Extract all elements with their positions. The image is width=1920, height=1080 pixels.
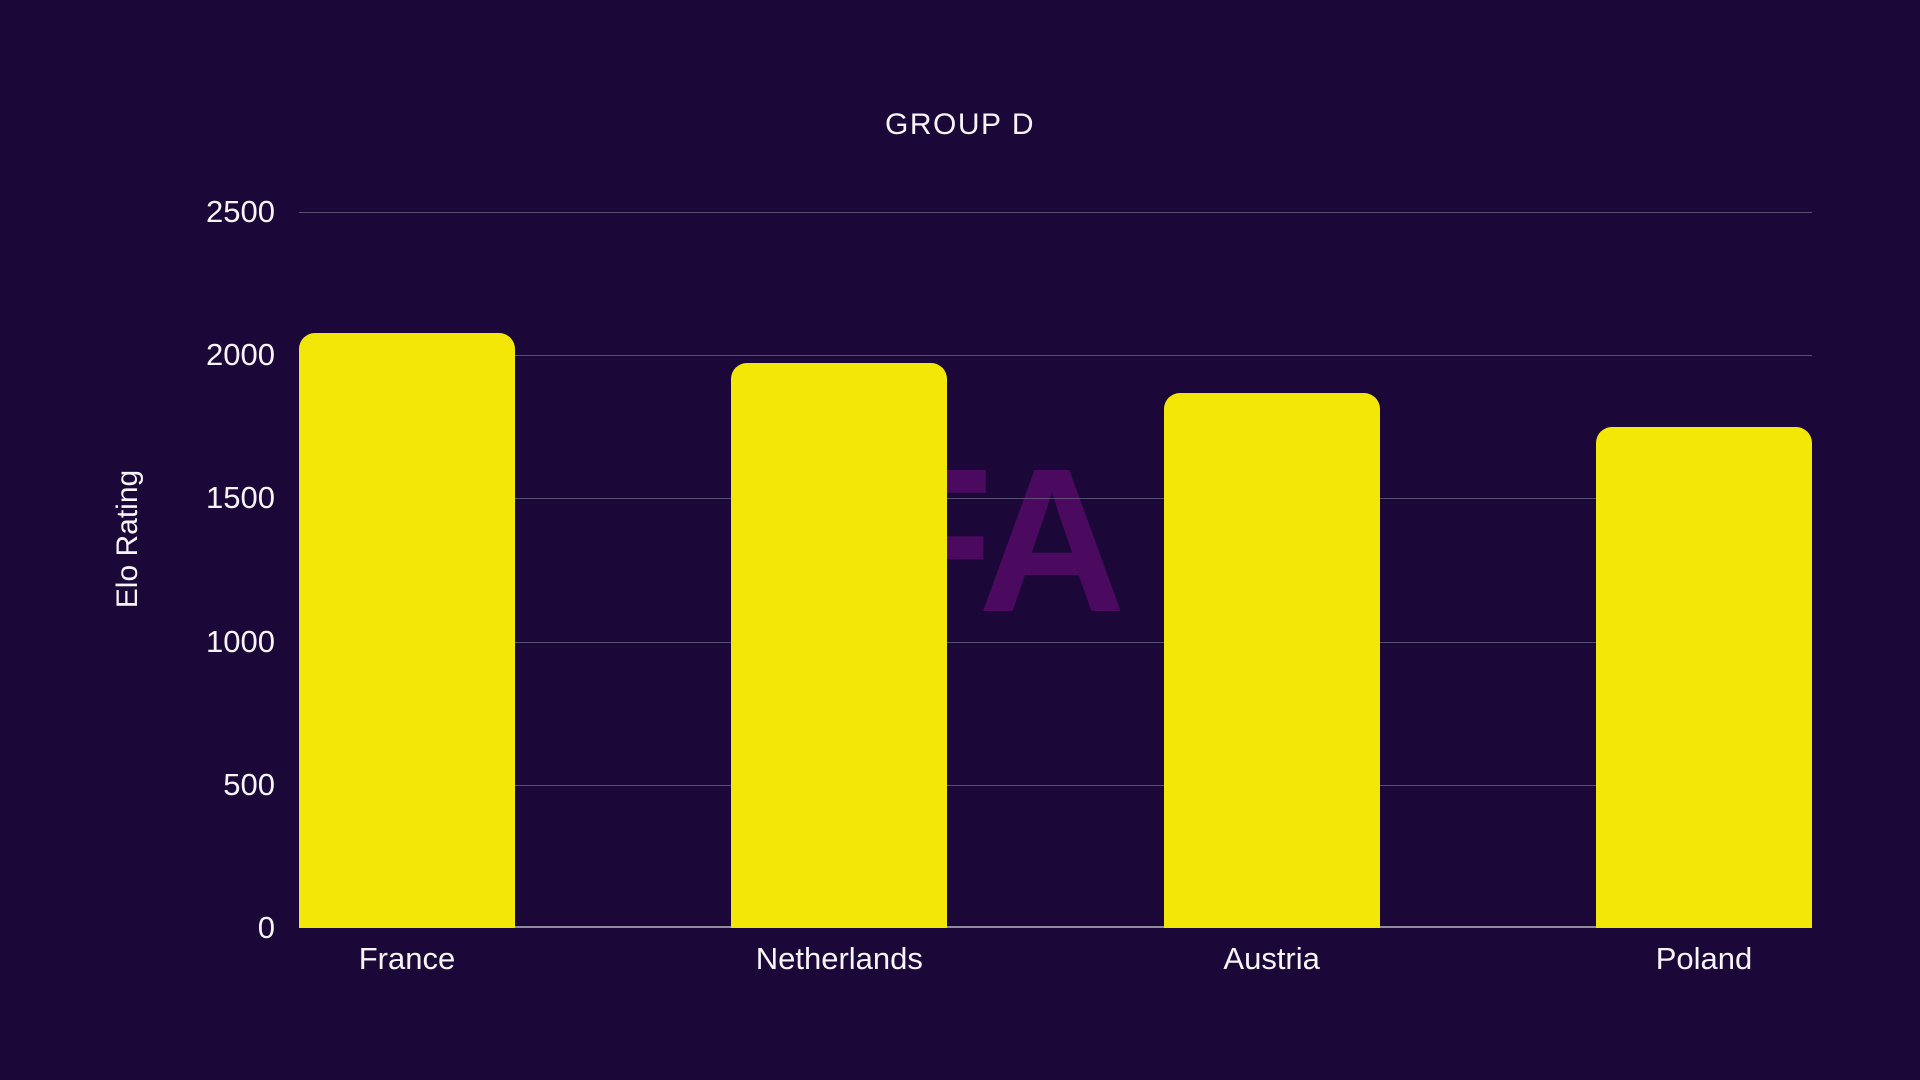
x-axis-line (299, 926, 1812, 928)
bar-netherlands (731, 363, 948, 928)
gridline (299, 212, 1812, 213)
gridline (299, 641, 1812, 643)
bar-poland (1595, 427, 1812, 928)
y-axis-tick-label: 1500 (206, 480, 275, 516)
y-axis-tick-label: 500 (223, 766, 275, 802)
bars-layer (299, 150, 1812, 928)
x-axis-tick-label: France (358, 941, 456, 976)
gridline (299, 498, 1812, 500)
y-axis-tick-label: 2000 (206, 337, 275, 373)
y-axis-tick-label: 0 (257, 910, 275, 945)
x-axis-tick-label: Netherlands (755, 941, 923, 976)
x-axis-tick-label: Austria (1223, 941, 1320, 976)
bar-france (299, 333, 515, 928)
gridline (299, 784, 1812, 786)
chart-title: GROUP D (885, 108, 1035, 141)
gridline (299, 355, 1812, 357)
y-axis-tick-label: 2500 (206, 194, 275, 229)
y-axis-tick-label: 1000 (206, 623, 275, 659)
bar-austria (1163, 393, 1380, 928)
plot-area (299, 150, 1812, 928)
x-axis-tick-label: Poland (1655, 941, 1753, 976)
